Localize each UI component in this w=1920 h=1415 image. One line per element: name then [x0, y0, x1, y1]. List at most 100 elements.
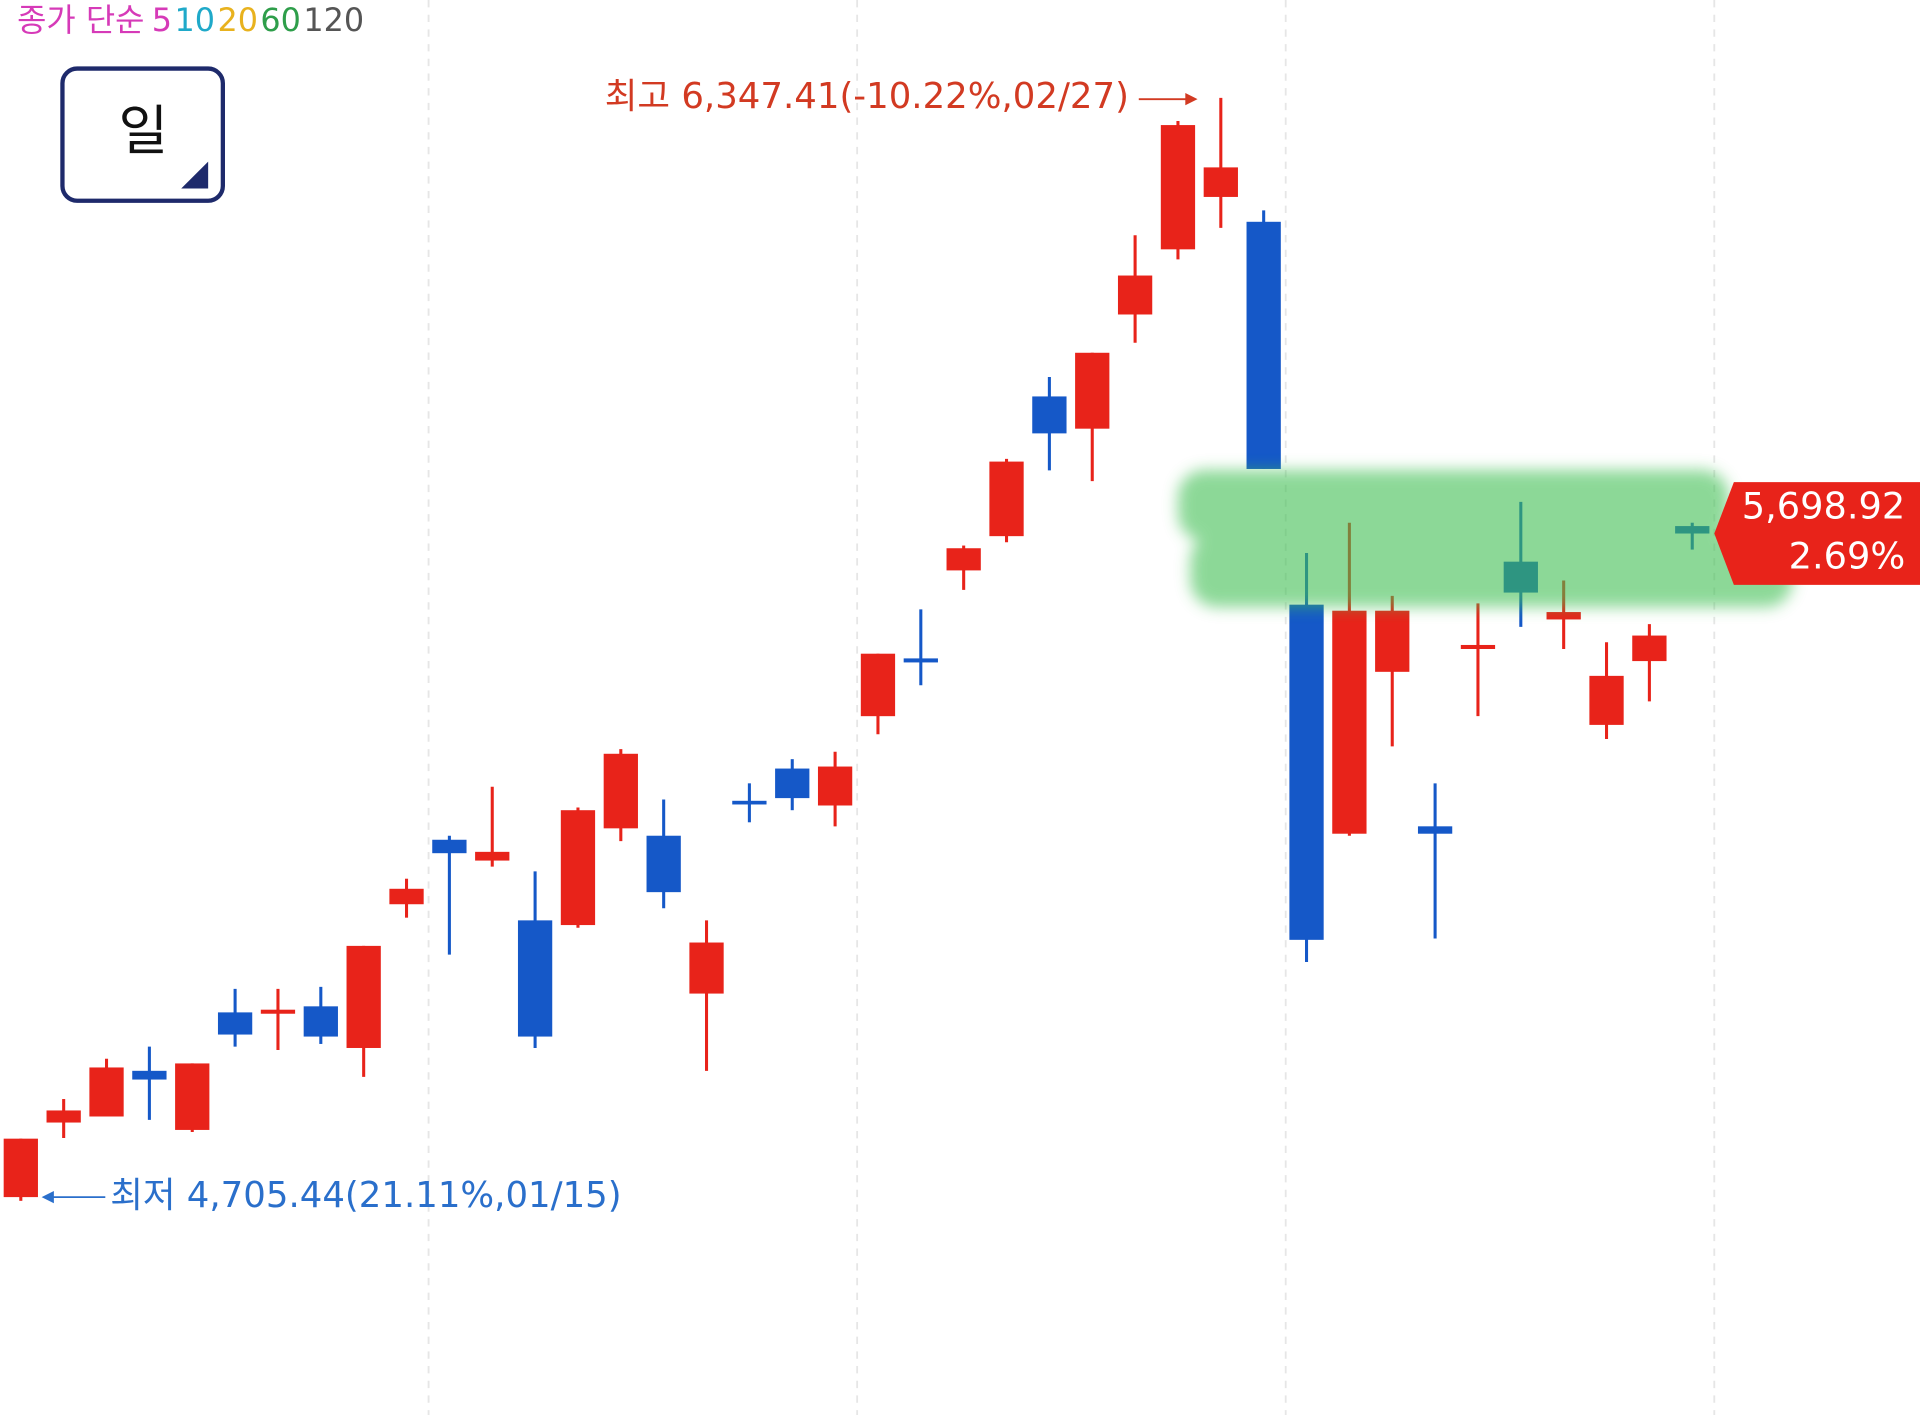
candle-body	[175, 1063, 210, 1130]
candle-body	[1589, 675, 1624, 725]
candle	[989, 458, 1024, 543]
annotation: 최저 4,705.44(21.11%,01/15)	[110, 1175, 621, 1216]
candle-body	[860, 653, 896, 717]
candle	[1117, 235, 1153, 343]
candle	[689, 920, 724, 1071]
candle	[1075, 352, 1110, 482]
legend-entry: 20	[217, 1, 258, 39]
annotation-arrowhead	[1185, 93, 1198, 106]
legend-entry: 종가 단순	[17, 1, 144, 39]
candle	[217, 988, 253, 1047]
current-price-label: 5,698.92	[1742, 484, 1906, 527]
candle	[260, 988, 296, 1050]
legend-entry: 5	[152, 1, 172, 39]
candle	[1460, 603, 1496, 717]
candle	[603, 749, 638, 842]
candle	[646, 799, 681, 909]
candle	[89, 1058, 124, 1117]
candle-body	[603, 753, 638, 829]
highlight	[1177, 470, 1793, 608]
candle-body	[389, 888, 424, 905]
button-frame[interactable]	[60, 66, 225, 203]
candle	[1417, 783, 1453, 939]
candle-body	[475, 851, 510, 861]
candle	[1032, 376, 1067, 471]
candle	[1160, 121, 1196, 260]
legend-text: 종가 단순 5102060120	[17, 1, 364, 39]
candle-body	[560, 810, 596, 926]
vertical-grid	[427, 0, 1716, 1415]
candle	[1632, 624, 1667, 702]
candle	[389, 878, 424, 918]
candle-body	[1117, 275, 1153, 315]
period-button[interactable]: 일	[60, 66, 225, 203]
candle	[860, 653, 896, 735]
candle	[560, 807, 596, 928]
candle	[1246, 210, 1281, 469]
legend-entry: 10	[174, 1, 215, 39]
badge-shape	[1714, 482, 1920, 585]
candle-body	[89, 1067, 124, 1117]
candle	[175, 1063, 210, 1132]
candle-body	[817, 766, 853, 806]
candle	[303, 986, 338, 1044]
candle-body	[46, 1110, 81, 1123]
candle-body	[1246, 221, 1281, 469]
candle-body	[732, 800, 767, 805]
candle-body	[1203, 167, 1238, 197]
candle-body	[775, 768, 810, 799]
candle	[132, 1046, 167, 1120]
candle-body	[432, 839, 467, 854]
candle-body	[1032, 396, 1067, 434]
legend: 종가 단순 5102060120	[17, 1, 364, 39]
candle	[46, 1099, 81, 1138]
candle	[3, 1138, 38, 1201]
candle-body	[1375, 610, 1410, 672]
candle-body	[1417, 826, 1453, 834]
legend-entry: 60	[260, 1, 301, 39]
candle	[1375, 595, 1410, 747]
candle-body	[989, 461, 1024, 537]
annotation-arrowhead	[41, 1190, 54, 1204]
candle	[1589, 642, 1624, 740]
candle	[946, 545, 981, 590]
candle-body	[1332, 610, 1367, 834]
candle	[1332, 522, 1367, 836]
annotations: 최고 6,347.41(-10.22%,02/27) 최저 4,705.44(21…	[41, 76, 1198, 1216]
candle-body	[132, 1070, 167, 1080]
candle-body	[1289, 604, 1324, 940]
candle	[817, 751, 853, 827]
candle-body	[260, 1009, 296, 1014]
candle-body	[946, 548, 981, 571]
highlight-stroke	[1190, 533, 1793, 608]
legend-entry: 120	[303, 1, 364, 39]
candle-body	[346, 945, 381, 1048]
candle-body	[689, 942, 724, 994]
candle-body	[303, 1006, 338, 1037]
candle	[475, 786, 510, 867]
change-label: 2.69%	[1789, 535, 1906, 578]
candle-body	[1632, 635, 1667, 662]
candle	[432, 835, 467, 955]
candle-body	[1075, 352, 1110, 429]
candle-body	[1460, 644, 1496, 649]
candle	[517, 871, 553, 1048]
candle-body	[3, 1138, 38, 1198]
highlight-stroke	[1177, 470, 1729, 542]
candle	[1289, 552, 1324, 963]
candle-body	[1546, 612, 1581, 620]
candle-body	[646, 835, 681, 893]
candle	[1203, 97, 1238, 228]
button-corner	[181, 161, 209, 189]
annotation: 최고 6,347.41(-10.22%,02/27)	[605, 76, 1129, 117]
candle	[732, 783, 767, 823]
button-label[interactable]: 일	[118, 99, 168, 162]
candle	[346, 945, 381, 1077]
candle	[903, 609, 938, 686]
candle-body	[903, 658, 938, 663]
candle-body	[1160, 125, 1196, 250]
candle-body	[217, 1012, 253, 1035]
current-price-badge: 5,698.92 2.69%	[1714, 482, 1920, 585]
candle	[775, 759, 810, 811]
